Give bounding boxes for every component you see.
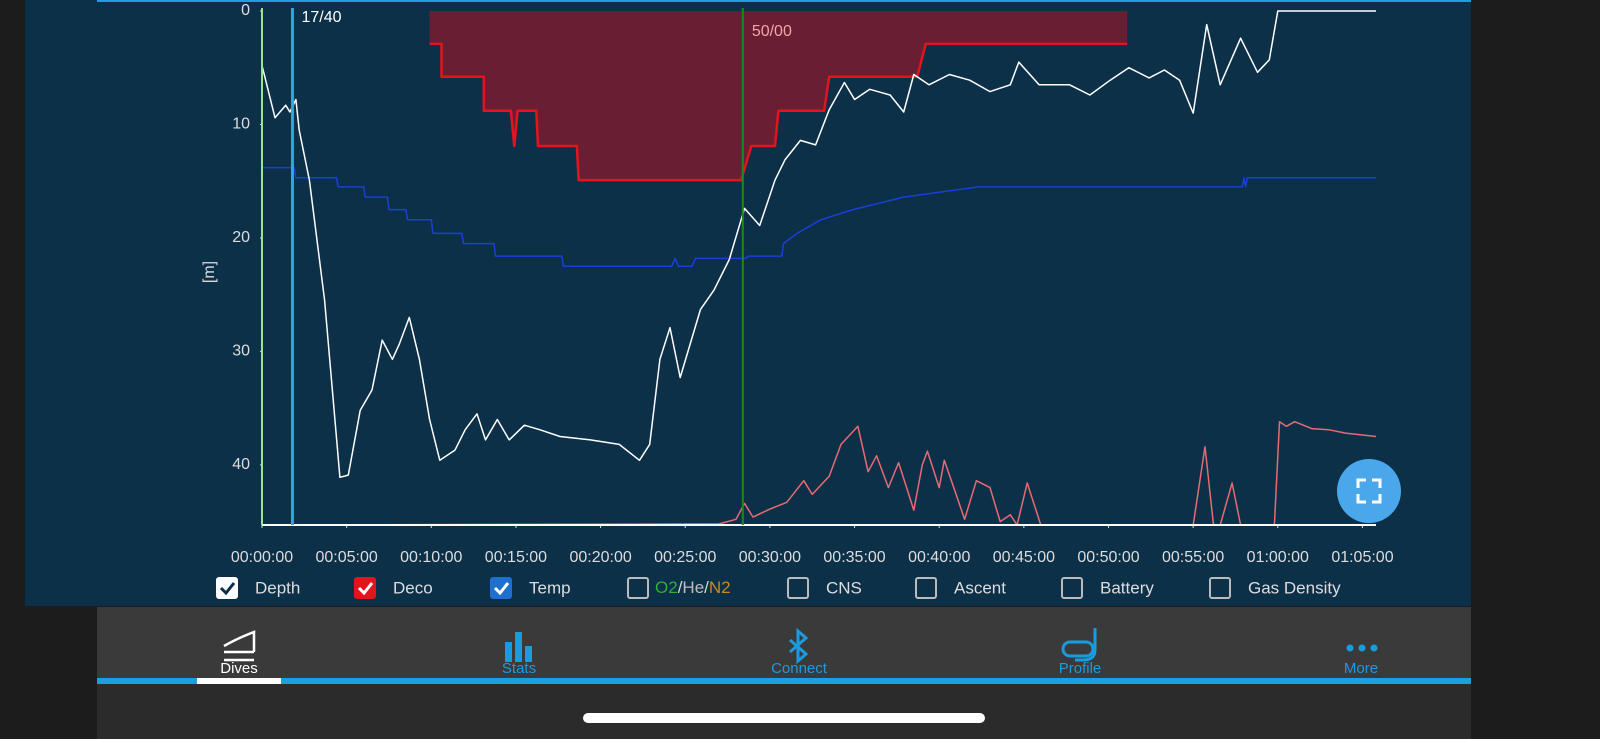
option-label: Gas Density (1248, 578, 1341, 597)
checkbox-box[interactable] (1061, 577, 1083, 599)
checkbox[interactable] (1061, 577, 1083, 599)
fullscreen-button[interactable] (1337, 459, 1401, 523)
fullscreen-circle[interactable] (1337, 459, 1401, 523)
x-tick-label: 00:35:00 (823, 549, 885, 566)
icon-profile (1061, 628, 1097, 662)
top-accent (97, 0, 1471, 2)
y-tick-label: 0 (241, 2, 250, 19)
icon-more (1346, 644, 1378, 652)
bottom-area (97, 684, 1471, 739)
checkbox[interactable] (216, 577, 238, 599)
y-axis-label: [m] (201, 261, 218, 283)
x-tick-label: 00:40:00 (908, 549, 970, 566)
checkbox-box[interactable] (216, 577, 238, 599)
series-line (261, 10, 1376, 479)
checkbox[interactable] (915, 577, 937, 599)
nav-selected-indicator (197, 678, 281, 684)
x-tick-label: 00:30:00 (739, 549, 801, 566)
checkbox-box[interactable] (354, 577, 376, 599)
icon-connect (789, 627, 809, 665)
nav-bar (97, 607, 1471, 684)
icon-stats (505, 632, 532, 662)
x-tick-label: 00:05:00 (316, 549, 378, 566)
y-tick-label: 20 (232, 229, 250, 246)
option-label: Battery (1100, 578, 1154, 597)
y-tick-label: 40 (232, 456, 250, 473)
option-label-part: / (678, 578, 683, 597)
option-label-part: O2 (655, 578, 678, 597)
option-label: CNS (826, 578, 862, 597)
checkbox-box[interactable] (787, 577, 809, 599)
deco-area (429, 11, 1128, 181)
option-label: O2/He/N2 (655, 578, 731, 597)
marker-label: 50/00 (752, 23, 792, 40)
checkbox[interactable] (627, 577, 649, 599)
checkbox[interactable] (354, 577, 376, 599)
x-tick-label: 01:05:00 (1331, 549, 1393, 566)
x-tick-label: 00:50:00 (1077, 549, 1139, 566)
x-tick-label: 00:00:00 (231, 549, 293, 566)
checkbox-box[interactable] (915, 577, 937, 599)
marker-label: 17/40 (301, 9, 341, 26)
option-label: Ascent (954, 578, 1006, 597)
x-tick-label: 00:25:00 (654, 549, 716, 566)
checkmark[interactable] (357, 582, 374, 596)
option-label-part: He (682, 578, 704, 597)
x-tick-label: 01:00:00 (1247, 549, 1309, 566)
option-label-part: / (704, 578, 709, 597)
x-tick-label: 00:45:00 (993, 549, 1055, 566)
x-tick-label: 00:15:00 (485, 549, 547, 566)
checkbox[interactable] (490, 577, 512, 599)
nav-label[interactable]: Connect (771, 660, 828, 677)
checkbox-box[interactable] (1209, 577, 1231, 599)
checkbox-box[interactable] (490, 577, 512, 599)
checkbox[interactable] (1209, 577, 1231, 599)
legend-label: Depth (255, 578, 300, 597)
x-tick-label: 00:10:00 (400, 549, 462, 566)
nav-label[interactable]: More (1344, 660, 1378, 677)
nav-label[interactable]: Dives (220, 660, 258, 677)
y-tick-label: 10 (232, 116, 250, 133)
series-line (429, 42, 1128, 182)
x-tick-label: 00:55:00 (1162, 549, 1224, 566)
legend-label: Deco (393, 578, 433, 597)
home-indicator (583, 713, 985, 723)
checkbox[interactable] (787, 577, 809, 599)
checkbox-box[interactable] (627, 577, 649, 599)
checkmark[interactable] (219, 582, 236, 596)
option-label-part: N2 (709, 578, 731, 597)
x-tick-label: 00:20:00 (569, 549, 631, 566)
y-tick-label: 30 (232, 343, 250, 360)
series-line (262, 166, 1376, 268)
nav-label[interactable]: Profile (1059, 660, 1102, 677)
checkmark[interactable] (493, 582, 510, 596)
fullscreen-icon[interactable] (1356, 478, 1382, 504)
icon-dives (223, 630, 256, 662)
nav-label[interactable]: Stats (502, 660, 536, 677)
legend-label: Temp (529, 578, 571, 597)
nav-accent (97, 678, 1471, 684)
